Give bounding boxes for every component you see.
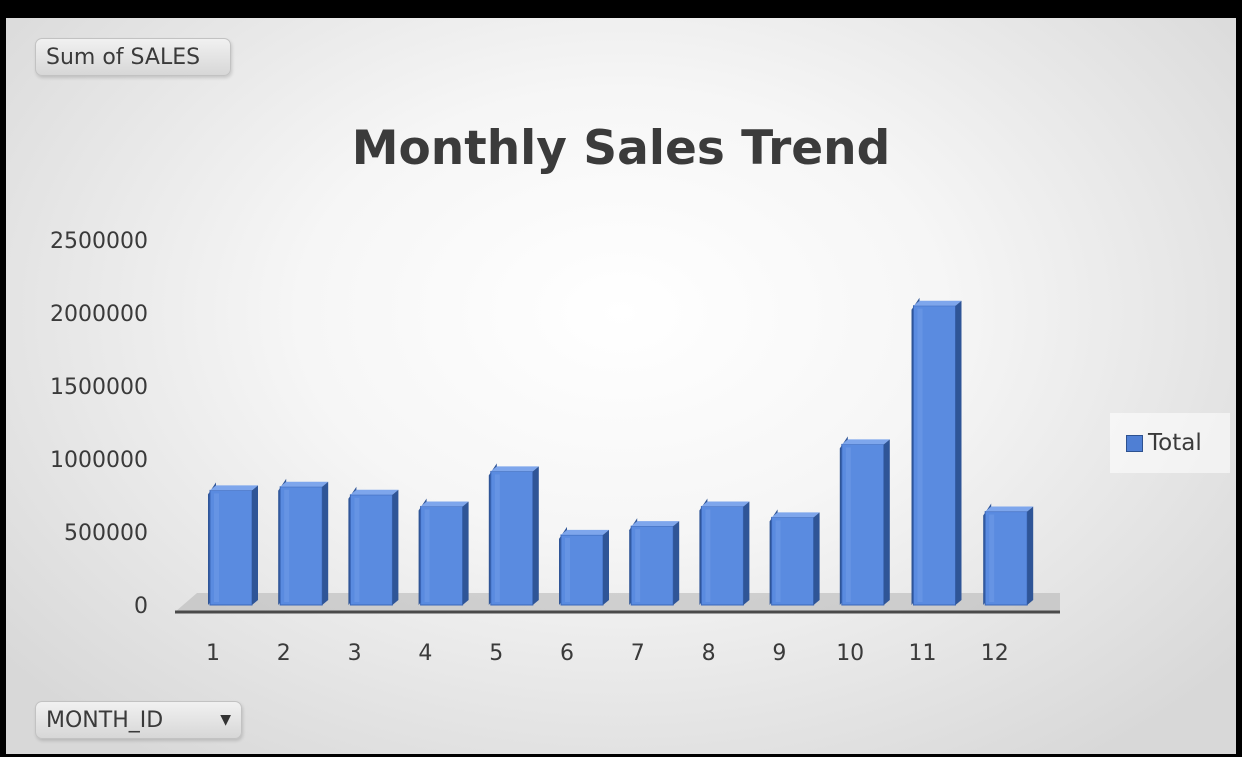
axis-field-button[interactable]: MONTH_ID ▼ — [35, 701, 242, 739]
y-tick-label: 500000 — [64, 521, 148, 546]
x-tick-label: 8 — [702, 641, 716, 666]
x-tick-label: 7 — [631, 641, 645, 666]
chart-title: Monthly Sales Trend — [351, 121, 891, 176]
bar-3[interactable] — [348, 486, 399, 606]
x-tick-label: 1 — [206, 641, 220, 666]
y-tick-label: 2500000 — [50, 229, 148, 254]
bar-6[interactable] — [559, 526, 609, 606]
bar-5[interactable] — [488, 463, 539, 606]
bar-11[interactable] — [911, 297, 962, 606]
bar-2[interactable] — [278, 478, 329, 606]
x-tick-label: 5 — [489, 641, 503, 666]
x-tick-label: 11 — [909, 641, 937, 666]
legend-swatch-total — [1126, 434, 1143, 452]
x-tick-label: 10 — [836, 641, 864, 666]
legend-label-total: Total — [1148, 430, 1202, 456]
bar-10[interactable] — [839, 436, 890, 606]
values-field-button[interactable]: Sum of SALES — [35, 38, 231, 76]
bar-7[interactable] — [629, 518, 680, 606]
y-tick-label: 0 — [134, 594, 148, 619]
bar-8[interactable] — [699, 498, 750, 606]
x-tick-label: 4 — [418, 641, 432, 666]
values-field-label: Sum of SALES — [46, 44, 201, 70]
x-tick-label: 2 — [277, 641, 291, 666]
chart-area: Sum of SALES Monthly Sales Trend Total M… — [6, 18, 1236, 754]
y-tick-label: 1500000 — [50, 375, 148, 400]
bar-9[interactable] — [769, 509, 820, 606]
x-tick-label: 3 — [348, 641, 362, 666]
chevron-down-icon[interactable]: ▼ — [220, 712, 231, 728]
x-tick-label: 6 — [560, 641, 574, 666]
bar-1[interactable] — [208, 482, 258, 606]
bar-12[interactable] — [983, 503, 1034, 606]
axis-field-label: MONTH_ID — [46, 707, 164, 733]
x-tick-label: 9 — [772, 641, 786, 666]
x-tick-label: 12 — [981, 641, 1009, 666]
y-tick-label: 1000000 — [50, 448, 148, 473]
y-tick-label: 2000000 — [50, 302, 148, 327]
bar-4[interactable] — [418, 498, 469, 606]
legend: Total — [1110, 413, 1230, 473]
